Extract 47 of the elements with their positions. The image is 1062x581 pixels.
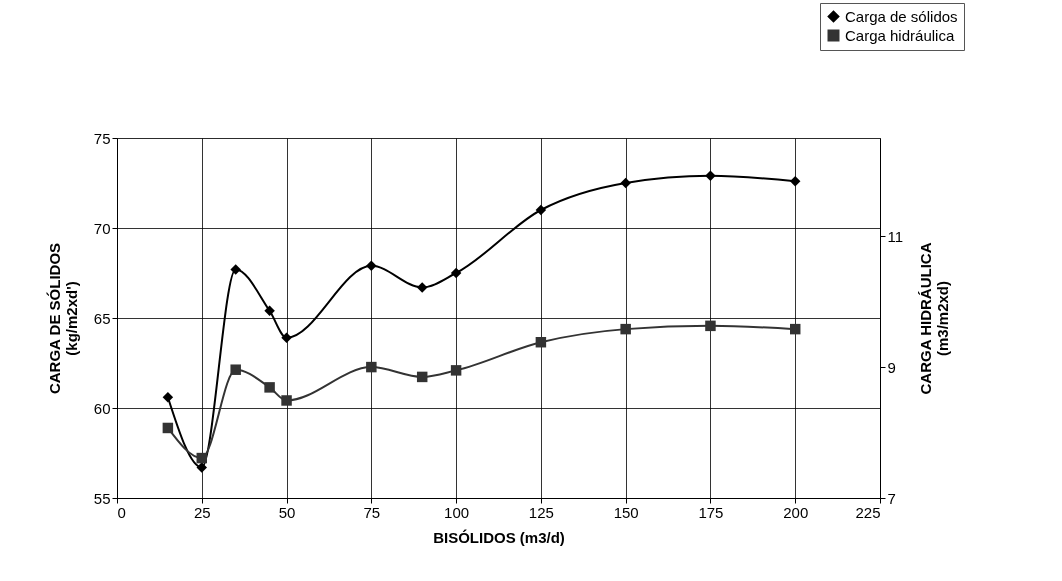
x-tick-label: 75 xyxy=(363,503,381,521)
x-tick-label: 150 xyxy=(613,503,639,521)
point xyxy=(264,305,275,317)
point xyxy=(789,323,801,335)
x-axis-title: BISÓLIDOS (m3/d) xyxy=(433,528,565,546)
y-tick-label: 55 xyxy=(93,489,111,507)
point xyxy=(416,371,428,383)
y-tick-label: 70 xyxy=(93,219,111,237)
y2-tick-label: 11 xyxy=(887,227,904,245)
x-tick-label: 200 xyxy=(783,503,809,521)
y-axis-title: CARGA DE SÓLIDOS (kg/m2xd') xyxy=(45,242,80,395)
point xyxy=(196,452,208,464)
point xyxy=(535,336,547,348)
point xyxy=(789,175,801,187)
point xyxy=(196,462,208,473)
point xyxy=(450,267,462,279)
point xyxy=(450,365,462,376)
x-tick-label: 0 xyxy=(117,503,126,521)
x-tick-label: 25 xyxy=(193,503,211,521)
y2-tick-label: 7 xyxy=(887,489,896,507)
point xyxy=(230,364,241,375)
point xyxy=(620,177,631,189)
y2-tick-label: 9 xyxy=(887,358,896,376)
x-tick-label: 125 xyxy=(528,503,554,521)
x-tick-label: 100 xyxy=(444,503,470,521)
y2-axis-title: CARGA HIDRÁULICA (m3/m2xd) xyxy=(917,242,952,395)
point xyxy=(281,332,292,344)
point xyxy=(162,391,174,403)
point xyxy=(620,323,631,335)
point xyxy=(705,170,716,182)
point xyxy=(281,395,292,406)
legend-label: Carga de sólidos xyxy=(845,7,958,25)
point xyxy=(366,361,377,373)
y-tick-label: 75 xyxy=(93,129,111,147)
point xyxy=(535,204,547,216)
point xyxy=(230,264,241,275)
point xyxy=(162,422,174,434)
point xyxy=(705,320,716,332)
point xyxy=(416,282,428,293)
x-tick-label: 175 xyxy=(698,503,724,521)
y-tick-label: 65 xyxy=(93,309,111,327)
x-tick-label: 50 xyxy=(278,503,296,521)
legend-label: Carga hidráulica xyxy=(845,26,955,44)
point xyxy=(264,382,275,393)
x-tick-label: 225 xyxy=(855,503,881,521)
y-tick-label: 60 xyxy=(93,399,111,417)
point xyxy=(366,260,377,272)
